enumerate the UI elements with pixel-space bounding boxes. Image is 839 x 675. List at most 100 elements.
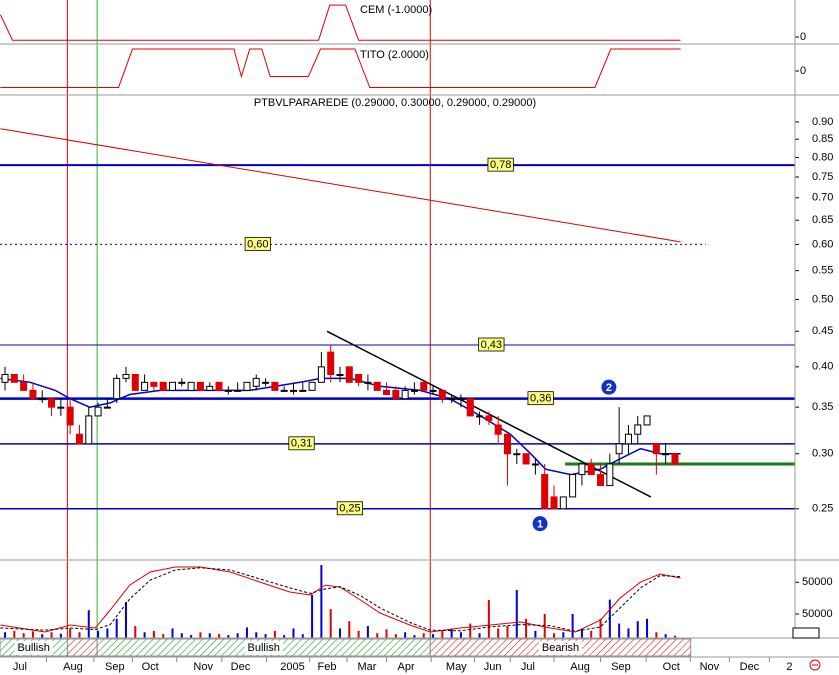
level-label-box (244, 236, 271, 251)
candle-body (652, 443, 660, 455)
volume-bar (404, 632, 407, 638)
candle-body (345, 366, 353, 383)
candle-body (131, 373, 139, 391)
candle-body (364, 381, 372, 384)
candle-body (20, 381, 28, 391)
volume-bar (450, 628, 453, 638)
candle-body (75, 433, 83, 445)
volume-bar (432, 634, 435, 638)
candle-body (559, 496, 567, 510)
volume-bar (301, 634, 304, 638)
volume-bar (264, 634, 267, 638)
candle-body (271, 381, 279, 391)
y-tick-label: 0.60 (812, 238, 833, 250)
chart-title: PTBVLPARAREDE (0.29000, 0.30000, 0.29000… (254, 97, 536, 109)
candle-body (401, 389, 409, 400)
candle-body (141, 381, 149, 391)
volume-bar (646, 618, 649, 638)
x-tick-label: Jul (13, 661, 27, 673)
x-tick-label: 2 (786, 661, 792, 673)
candle-body (634, 424, 642, 435)
panel-title: CEM (-1.0000) (360, 4, 432, 16)
volume-bar (553, 633, 556, 638)
volume-bar (580, 628, 583, 638)
x-tick-label: Oct (142, 661, 159, 673)
level-label: 0,78 (490, 159, 511, 171)
x-tick-label: Apr (397, 661, 414, 673)
candle-body (615, 443, 623, 455)
candle-body (541, 474, 549, 510)
candle-body (169, 381, 177, 391)
volume-bar (283, 635, 286, 638)
volume-bar (78, 632, 81, 638)
x-tick-label: Nov (700, 661, 720, 673)
candle-body (159, 381, 167, 391)
volume-bar (273, 630, 276, 638)
x-tick-label: Oct (663, 661, 680, 673)
level-label: 0,36 (530, 393, 551, 405)
x-tick-label: 2005 (280, 661, 304, 673)
regime-label-bg (538, 641, 583, 655)
volume-bar (590, 630, 593, 638)
regime-label: Bullish (247, 642, 279, 654)
volume-bar (320, 565, 323, 638)
volume-bar (180, 633, 183, 638)
x-tick-label: Dec (231, 661, 251, 673)
candle-body (150, 381, 158, 387)
candle-body (38, 398, 46, 401)
candle-body (578, 463, 586, 476)
x-tick-label: Sep (611, 661, 631, 673)
annotation-text: 1 (537, 519, 543, 531)
volume-bar (190, 635, 193, 638)
volume-bar (357, 630, 360, 638)
volume-bar (348, 621, 351, 638)
volume-bar (515, 590, 518, 638)
candle-body (113, 377, 121, 400)
level-label-box (288, 436, 315, 451)
candle-body (476, 415, 484, 418)
volume-bar (376, 633, 379, 638)
candle-body (643, 415, 651, 426)
volume-bar (69, 628, 72, 638)
volume-bar (311, 594, 314, 638)
y-tick-label: 0.90 (812, 116, 833, 128)
candle-body (624, 433, 632, 445)
candle-body (373, 381, 381, 391)
candle-body (94, 406, 102, 417)
volume-bar (664, 634, 667, 638)
level-label-box (487, 157, 514, 172)
level-label: 0,43 (481, 339, 502, 351)
candle-body (606, 463, 614, 487)
volume-bar (478, 633, 481, 638)
volume-bar (636, 621, 639, 638)
zoom-icon[interactable] (809, 659, 821, 671)
y-tick-label: 0.25 (812, 503, 833, 515)
volume-bar (366, 626, 369, 638)
candle-body (103, 406, 111, 409)
volume-bar (143, 632, 146, 638)
candle-body (262, 381, 270, 384)
volume-bar (599, 618, 602, 638)
volume-bar (152, 630, 155, 638)
candle-body (178, 381, 186, 384)
annotation-marker (601, 379, 617, 395)
volume-bar (329, 609, 332, 638)
y-tick-label: 0.85 (812, 133, 833, 145)
volume-bar (469, 623, 472, 638)
candle-body (234, 389, 242, 392)
y-tick-label: 50000 (802, 576, 833, 588)
volume-bar (655, 632, 658, 638)
candle-body (513, 453, 521, 456)
volume-bar (50, 632, 53, 638)
regime-label: Bearish (542, 642, 579, 654)
annotation-text: 2 (606, 382, 612, 394)
candle-body (597, 474, 605, 487)
volume-bar (245, 627, 248, 638)
volume-bar (618, 623, 621, 638)
candle-body (569, 474, 577, 498)
candle-body (10, 373, 18, 383)
volume-bar (59, 633, 62, 638)
y-tick-label: 0.40 (812, 361, 833, 373)
